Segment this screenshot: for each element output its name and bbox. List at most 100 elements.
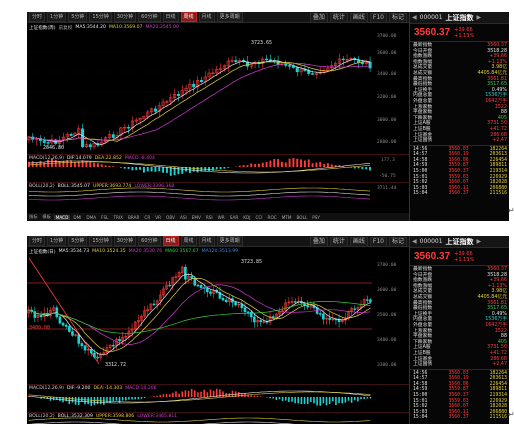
candle-body: [309, 305, 313, 308]
tab-15min[interactable]: 15分钟: [89, 236, 112, 246]
boll-lower: LOWER:3465.811: [137, 414, 178, 419]
indicator-tab[interactable]: RSI: [205, 214, 213, 220]
next-arrow-icon[interactable]: ▶: [476, 14, 482, 21]
candle-body: [275, 313, 278, 319]
stats-button[interactable]: 统计: [329, 236, 348, 247]
candle-body: [176, 93, 180, 96]
tick-row: 14:59 3559.87 189811: [413, 163, 507, 169]
f10-button[interactable]: F10: [369, 12, 387, 23]
draw-line-button[interactable]: 画线: [349, 12, 368, 23]
quote-stat-row: 上证A股 3731.50: [413, 345, 507, 351]
ma-legend: 上证指数(周) 前复权 MA5:3544.20 MA10:3569.07 MA2…: [29, 25, 179, 31]
tick-volume: 211516: [489, 415, 507, 421]
draw-line-button[interactable]: 画线: [349, 236, 368, 247]
daily-candlestick-chart[interactable]: [27, 256, 409, 424]
indicator-tab[interactable]: TRIX: [113, 214, 124, 220]
tab-30min[interactable]: 30分钟: [113, 236, 137, 246]
indicator-tab[interactable]: 模板: [42, 214, 51, 219]
overlay-button[interactable]: 叠加: [309, 12, 328, 23]
tab-week[interactable]: 周线: [180, 236, 197, 246]
candle-body: [108, 344, 112, 349]
tab-week[interactable]: 周线: [180, 12, 197, 22]
prev-arrow-icon[interactable]: ◀: [412, 14, 417, 21]
macd-indicator-name: MACD(12,26,9): [29, 386, 64, 391]
tab-15min[interactable]: 15分钟: [89, 12, 112, 22]
quote-stat-value: +1.13%: [487, 59, 507, 65]
indicator-tab[interactable]: ASI: [179, 214, 187, 220]
candle-body: [249, 311, 253, 318]
quote-stat-row: 今日开盘 3518.28: [413, 273, 507, 279]
tab-5min[interactable]: 5分钟: [68, 236, 88, 246]
indicator-tab[interactable]: MTM: [281, 214, 292, 220]
quote-stat-label: 总成交量: [413, 65, 433, 71]
tab-more-periods[interactable]: 更多周期: [216, 12, 243, 22]
indicator-tab[interactable]: EMV: [191, 214, 201, 220]
tick-list[interactable]: 14:56 3560.03 182264 14:57 3560.19 203613 14:5…: [410, 144, 509, 198]
indicator-tab[interactable]: CCI: [255, 214, 263, 220]
quote-stat-value: 3.98亿: [491, 289, 507, 295]
prev-arrow-icon[interactable]: ◀: [412, 238, 417, 245]
quote-stat-label: 内盘总量: [413, 93, 433, 99]
tick-price: 3560.07: [448, 180, 469, 186]
indicator-tab[interactable]: BRAR: [128, 214, 140, 220]
indicator-tab[interactable]: 指标: [29, 214, 38, 219]
tab-1min[interactable]: 1分钟: [47, 12, 67, 22]
indicator-tab[interactable]: BOLL: [296, 214, 308, 220]
candle-body: [46, 142, 50, 144]
indicator-tab-bar: 指标 模板 MACD DMI DMA FSL TRIX BRAR CR VR OBV ASI EMV RS…: [27, 213, 409, 221]
weekly-candlestick-chart[interactable]: [27, 32, 409, 212]
indicator-tab[interactable]: FSL: [101, 214, 109, 220]
indicator-tab[interactable]: OBV: [166, 214, 175, 220]
f10-button[interactable]: F10: [369, 236, 387, 247]
indicator-tab[interactable]: SAR: [229, 214, 239, 220]
tick-price: 3560.03: [448, 146, 469, 152]
tab-day[interactable]: 日线: [162, 12, 179, 22]
next-arrow-icon[interactable]: ▶: [476, 238, 482, 245]
tick-row: 14:58 3560.06 226454: [413, 158, 507, 164]
tab-5min[interactable]: 5分钟: [68, 12, 88, 22]
tick-time: 14:56: [413, 370, 428, 376]
quote-stat-label: 指数涨幅: [413, 283, 433, 289]
tick-time: 14:59: [413, 387, 428, 393]
tick-list[interactable]: 14:56 3560.03 182264 14:57 3560.19 203613 14:5…: [410, 368, 509, 422]
quote-stat-label: 下跌家数: [413, 115, 433, 121]
tab-more-periods[interactable]: 更多周期: [216, 236, 243, 246]
candle-body: [288, 65, 292, 67]
tab-30min[interactable]: 30分钟: [113, 12, 137, 22]
tab-month[interactable]: 月线: [198, 236, 215, 246]
indicator-tab[interactable]: ROC: [267, 214, 277, 220]
candle-body: [209, 291, 212, 294]
indicator-tab[interactable]: CR: [144, 214, 151, 220]
macd-dea: DEA:-14.303: [93, 386, 123, 391]
tab-day[interactable]: 日线: [162, 236, 179, 246]
tab-1min[interactable]: 1分钟: [47, 236, 67, 246]
tab-60min[interactable]: 60分钟: [138, 236, 161, 246]
candle-body: [77, 128, 81, 134]
tab-60min[interactable]: 60分钟: [138, 12, 161, 22]
current-price: 3560.37: [414, 251, 451, 262]
tab-fenshi[interactable]: 分时: [29, 12, 46, 22]
indicator-tab[interactable]: VR: [155, 214, 162, 220]
quote-stat-value: 3560.37: [487, 43, 507, 48]
stats-button[interactable]: 统计: [329, 12, 348, 23]
mark-button[interactable]: 标记: [388, 12, 407, 23]
indicator-tab[interactable]: MACD: [53, 214, 71, 220]
tab-fenshi[interactable]: 分时: [29, 236, 46, 246]
indicator-tab[interactable]: DMI: [73, 214, 82, 220]
tick-row: 14:58 3560.06 226454: [413, 382, 507, 388]
tick-time: 15:01: [413, 174, 428, 180]
candle-body: [180, 266, 184, 273]
candle-body: [299, 68, 303, 73]
indicator-tab[interactable]: DMA: [86, 214, 97, 220]
candle-body: [119, 127, 123, 136]
candle-body: [281, 310, 284, 312]
mark-button[interactable]: 标记: [388, 236, 407, 247]
quote-stat-row: 平盘家数 88: [413, 110, 507, 116]
tab-month[interactable]: 月线: [198, 12, 215, 22]
indicator-tab[interactable]: PSY: [312, 214, 320, 220]
indicator-tab[interactable]: WR: [217, 214, 225, 220]
indicator-tab[interactable]: KDJ: [243, 214, 251, 220]
overlay-button[interactable]: 叠加: [309, 236, 328, 247]
moving-average-line: [28, 62, 371, 141]
price-row: 3560.37 +39.66 +1.13%: [410, 24, 509, 42]
